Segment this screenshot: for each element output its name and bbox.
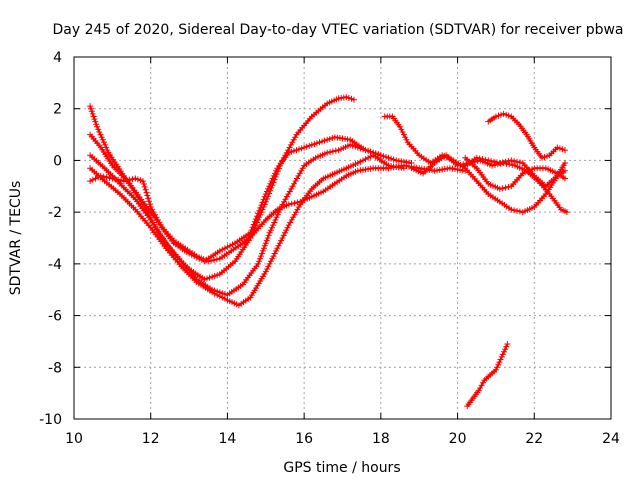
plot-frame xyxy=(73,56,612,420)
series-markers xyxy=(464,341,511,410)
series-track xyxy=(87,152,407,309)
x-tick-label: 16 xyxy=(295,431,313,447)
series-markers xyxy=(87,162,469,265)
x-axis-label: GPS time / hours xyxy=(283,460,400,476)
y-tick-label: 0 xyxy=(53,153,62,169)
y-tick-label: -4 xyxy=(48,257,62,273)
x-tick-label: 14 xyxy=(219,431,237,447)
x-tick-labels: 10 12 14 16 18 20 22 24 xyxy=(65,431,620,447)
y-tick-labels: -10 -8 -6 -4 -2 0 2 4 xyxy=(39,50,62,428)
series-track xyxy=(464,341,511,410)
series-track xyxy=(87,141,415,298)
series-markers xyxy=(87,141,415,298)
series-markers xyxy=(462,154,568,192)
grid-lines xyxy=(74,57,611,419)
series-markers xyxy=(87,152,407,309)
y-tick-label: 4 xyxy=(53,50,62,66)
series-track xyxy=(87,162,469,265)
x-tick-label: 12 xyxy=(142,431,160,447)
x-tick-label: 24 xyxy=(602,431,620,447)
data-series xyxy=(87,94,570,410)
series-track xyxy=(462,154,568,192)
series-track xyxy=(485,110,568,161)
chart-title: Day 245 of 2020, Sidereal Day-to-day VTE… xyxy=(52,22,623,38)
x-tick-label: 20 xyxy=(449,431,467,447)
series-markers xyxy=(485,110,568,161)
y-tick-label: -8 xyxy=(48,360,62,376)
y-tick-label: -6 xyxy=(48,309,62,325)
x-tick-label: 18 xyxy=(372,431,390,447)
series-line xyxy=(89,154,405,307)
y-tick-label: -10 xyxy=(39,412,62,428)
y-tick-label: 2 xyxy=(53,102,62,118)
y-tick-label: -2 xyxy=(48,205,62,221)
axis-ticks xyxy=(73,56,612,420)
y-axis-label: SDTVAR / TECUs xyxy=(8,181,24,296)
series-track xyxy=(87,131,384,265)
x-tick-label: 10 xyxy=(65,431,83,447)
x-tick-label: 22 xyxy=(525,431,543,447)
